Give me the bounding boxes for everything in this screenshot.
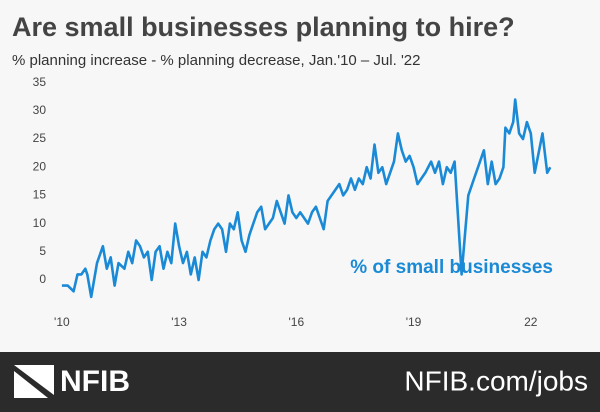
y-tick-label: 25	[33, 131, 47, 145]
logo-icon	[14, 365, 54, 395]
y-tick-label: 20	[33, 159, 47, 173]
x-tick-label: 22	[524, 315, 538, 329]
y-tick-label: 5	[39, 244, 46, 258]
y-tick-label: 10	[33, 216, 47, 230]
footer	[0, 352, 600, 412]
x-tick-label: '19	[406, 315, 422, 329]
x-tick-label: '16	[289, 315, 305, 329]
x-tick-label: '13	[171, 315, 187, 329]
chart-title: Are small businesses planning to hire?	[12, 12, 515, 42]
y-tick-label: 15	[33, 188, 47, 202]
annotation: % of small businesses	[350, 257, 553, 278]
logo-text: NFIB	[60, 365, 130, 398]
y-tick-label: 30	[33, 103, 47, 117]
y-tick-label: 0	[39, 272, 46, 286]
chart-subtitle: % planning increase - % planning decreas…	[12, 52, 421, 69]
logo-icon	[14, 371, 48, 398]
y-tick-label: 35	[33, 75, 47, 89]
footer-url: NFIB.com/jobs	[404, 365, 588, 396]
data-line	[61, 98, 552, 299]
x-tick-label: '10	[54, 315, 70, 329]
